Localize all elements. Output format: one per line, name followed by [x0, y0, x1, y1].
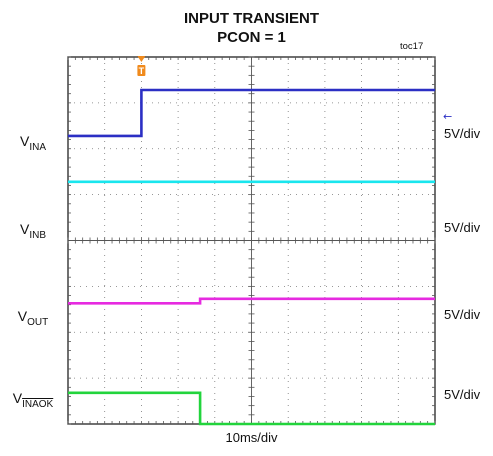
figure-id: toc17 [400, 41, 424, 52]
trace-ina [68, 88, 435, 138]
channel-label-inb: VINB [0, 221, 66, 244]
channel-label-main: V [19, 221, 30, 237]
trace-inaok [68, 391, 435, 426]
channel-label-main: V [17, 308, 28, 324]
trace-out [68, 297, 435, 305]
trigger-arrow-icon [137, 56, 146, 62]
channel-label-subscript: INAOK [22, 399, 54, 410]
channel-label-out: VOUT [0, 308, 66, 331]
trigger-marker-label: T [139, 66, 145, 76]
chart-subtitle: PCON = 1 [217, 29, 286, 46]
channel-label-main: V [19, 133, 30, 149]
channel-scale-inaok: 5V/div [444, 387, 481, 402]
channel-label-subscript: OUT [27, 317, 49, 328]
channel-label-main: V [12, 390, 23, 406]
channel-label-subscript: INA [29, 142, 46, 153]
channel-scale-ina: 5V/div [444, 126, 481, 141]
channel-label-ina: VINA [0, 133, 66, 156]
channel-label-subscript: INB [29, 230, 46, 241]
x-scale-label: 10ms/div [225, 430, 278, 445]
channel-scale-inb: 5V/div [444, 220, 481, 235]
channel-label-inaok: VINAOK [0, 390, 66, 413]
channel-marker-icon: ← [443, 110, 452, 123]
chart-title: INPUT TRANSIENT [184, 10, 319, 27]
trigger-marker-icon [137, 65, 146, 76]
channel-scale-out: 5V/div [444, 307, 481, 322]
